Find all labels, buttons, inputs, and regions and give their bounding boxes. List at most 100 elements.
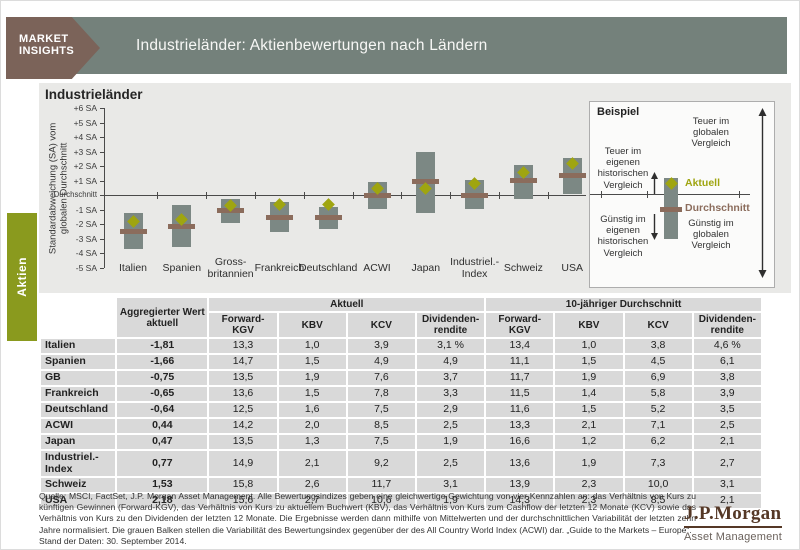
agg-value-cell: -0,75 bbox=[117, 371, 208, 385]
value-cell: 2,1 bbox=[555, 419, 623, 433]
value-cell: 4,5 bbox=[624, 355, 692, 369]
y-tick-label: +2 SA bbox=[73, 161, 97, 171]
y-tick bbox=[100, 151, 104, 153]
value-cell: 13,3 bbox=[209, 339, 277, 353]
y-tick-label: -1 SA bbox=[75, 204, 97, 215]
y-tick-label: +4 SA bbox=[73, 132, 97, 142]
value-cell: 5,2 bbox=[624, 403, 692, 417]
header-band: Industrieländer: Aktienbewertungen nach … bbox=[6, 17, 787, 74]
value-cell: 1,6 bbox=[278, 403, 346, 417]
table-body: Italien -1,81 13,3 1,0 3,9 3,1 % 13,4 1,0 3,8 4,6… bbox=[41, 339, 761, 509]
value-cell: 2,5 bbox=[416, 451, 485, 477]
row-label-cell: Schweiz bbox=[41, 478, 116, 493]
x-tick bbox=[401, 192, 403, 199]
category-label: ACWI bbox=[363, 262, 391, 275]
durchschnitt-marker bbox=[363, 192, 391, 198]
x-tick bbox=[352, 192, 354, 199]
aktien-tab-label: Aktien bbox=[15, 257, 29, 297]
value-cell: 1,9 bbox=[278, 371, 346, 385]
corner-cell bbox=[41, 313, 115, 337]
row-label-cell: Deutschland bbox=[41, 403, 116, 417]
value-cell: 1,0 bbox=[278, 339, 346, 353]
value-cell: 1,0 bbox=[555, 339, 623, 353]
category-label: Italien bbox=[118, 262, 148, 275]
x-tick bbox=[206, 192, 208, 199]
value-cell: 10,6 bbox=[347, 494, 415, 509]
table-row: Italien -1,81 13,3 1,0 3,9 3,1 % 13,4 1,0 3,8 4,6… bbox=[41, 339, 761, 353]
category-label: Gross- britannien bbox=[207, 256, 254, 280]
value-cell: 1,5 bbox=[278, 387, 346, 401]
table-row: Schweiz 1,53 15,8 2,6 11,7 3,1 13,9 2,3 10,0 3,1 bbox=[41, 478, 761, 493]
agg-value-cell: 0,44 bbox=[117, 419, 208, 433]
agg-value-cell: 1,53 bbox=[117, 478, 208, 493]
value-cell: 9,2 bbox=[347, 451, 415, 477]
table-header: Aggregierter Wert aktuell Aktuell 10-jähri… bbox=[41, 298, 761, 337]
group-header-cell: 10-jähriger Durchschnitt bbox=[486, 298, 761, 311]
x-tick bbox=[303, 192, 305, 199]
value-cell: 11,5 bbox=[486, 387, 554, 401]
column-header-cell: KCV bbox=[624, 313, 692, 337]
group-header-cell: Aktuell bbox=[209, 298, 485, 311]
durchschnitt-marker bbox=[461, 192, 489, 198]
value-cell: 8,5 bbox=[624, 494, 692, 509]
value-cell: 2,5 bbox=[416, 419, 485, 433]
corner-cell bbox=[41, 298, 115, 311]
value-cell: 2,7 bbox=[278, 494, 346, 509]
y-tick bbox=[100, 209, 104, 211]
value-cell: 5,8 bbox=[624, 387, 692, 401]
value-cell: 3,9 bbox=[347, 339, 415, 353]
value-cell: 6,9 bbox=[624, 371, 692, 385]
x-tick bbox=[547, 192, 549, 199]
chart-title: Industrieländer bbox=[45, 87, 143, 102]
table-row: Japan 0,47 13,5 1,3 7,5 1,9 16,6 1,2 6,2 2,1 bbox=[41, 435, 761, 449]
y-axis-line bbox=[104, 108, 105, 268]
beispiel-box: Beispiel Teuer im globalen Vergleich Gün… bbox=[589, 101, 775, 288]
durchschnitt-marker bbox=[558, 172, 586, 178]
value-cell: 11,7 bbox=[347, 478, 415, 493]
global-expensive-label: Teuer im globalen Vergleich bbox=[691, 116, 731, 150]
value-cell: 14,2 bbox=[209, 419, 277, 433]
value-cell: 3,1 % bbox=[416, 339, 485, 353]
value-cell: 11,1 bbox=[486, 355, 554, 369]
value-cell: 4,9 bbox=[347, 355, 415, 369]
column-header-cell: KCV bbox=[347, 313, 415, 337]
value-cell: 7,3 bbox=[624, 451, 692, 477]
value-cell: 1,9 bbox=[416, 435, 485, 449]
value-cell: 13,5 bbox=[209, 371, 277, 385]
y-tick-label: +6 SA bbox=[73, 103, 97, 113]
value-cell: 4,6 % bbox=[693, 339, 761, 353]
value-cell: 7,6 bbox=[347, 371, 415, 385]
value-cell: 8,5 bbox=[347, 419, 415, 433]
y-tick-label: +1 SA bbox=[73, 175, 97, 186]
durchschnitt-marker bbox=[168, 223, 196, 229]
table-row: Deutschland -0,64 12,5 1,6 7,5 2,9 11,6 1,5 5,2 3… bbox=[41, 403, 761, 417]
y-tick-label: +5 SA bbox=[73, 117, 97, 128]
value-cell: 2,1 bbox=[693, 435, 761, 449]
y-tick-label: +3 SA bbox=[73, 146, 97, 157]
logo-line1: MARKET bbox=[19, 33, 69, 45]
table-row: Spanien -1,66 14,7 1,5 4,9 4,9 11,1 1,5 4,5 6,1 bbox=[41, 355, 761, 369]
value-cell: 1,2 bbox=[555, 435, 623, 449]
value-cell: 7,5 bbox=[347, 403, 415, 417]
value-cell: 3,5 bbox=[693, 403, 761, 417]
durchschnitt-marker bbox=[509, 178, 537, 183]
value-cell: 11,7 bbox=[486, 371, 554, 385]
value-cell: 7,1 bbox=[624, 419, 692, 433]
column-header-cell: KBV bbox=[278, 313, 346, 337]
value-cell: 2,3 bbox=[555, 494, 623, 509]
category-label: Deutschland bbox=[299, 262, 358, 275]
y-tick bbox=[100, 253, 104, 254]
value-cell: 3,7 bbox=[416, 371, 485, 385]
value-cell: 1,5 bbox=[278, 355, 346, 369]
value-cell: 3,1 bbox=[416, 478, 485, 493]
value-cell: 1,9 bbox=[555, 451, 623, 477]
y-tick bbox=[100, 137, 104, 138]
value-cell: 10,0 bbox=[624, 478, 692, 493]
row-label-cell: Japan bbox=[41, 435, 116, 449]
beispiel-title: Beispiel bbox=[597, 106, 640, 118]
value-cell: 3,8 bbox=[624, 339, 692, 353]
value-cell: 2,1 bbox=[278, 451, 346, 477]
value-cell: 1,5 bbox=[555, 355, 623, 369]
aktuell-legend-label: Aktuell bbox=[685, 177, 721, 189]
table-row: USA 2,18 15,6 2,7 10,6 1,9 14,3 2,3 8,5 2,1 bbox=[41, 494, 761, 509]
